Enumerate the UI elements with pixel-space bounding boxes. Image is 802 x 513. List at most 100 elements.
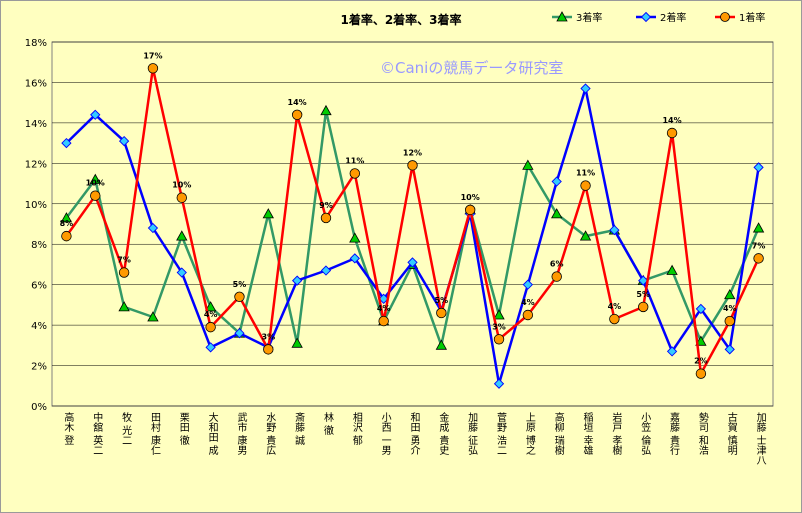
data-label: 3% [492, 322, 506, 331]
data-label: 4% [377, 304, 391, 313]
data-point [61, 137, 72, 149]
data-point [522, 159, 534, 170]
legend-label: 2着率 [660, 11, 686, 24]
data-label: 4% [608, 302, 622, 311]
data-point [349, 168, 361, 179]
legend-item: 3着率 [552, 11, 602, 24]
data-point [522, 309, 534, 321]
data-label: 10% [86, 179, 105, 188]
data-point [493, 309, 505, 320]
y-axis-ticks: 0% 2% 4% 6% 8% 10% 12% 14% 16% 18% [25, 38, 47, 413]
data-label: 8% [60, 219, 74, 228]
data-point [724, 344, 735, 355]
data-label: 4% [521, 298, 535, 307]
data-point [262, 208, 274, 219]
data-point [118, 267, 130, 278]
legend-item: 1着率 [715, 11, 765, 24]
data-point [724, 315, 735, 327]
y-tick-label: 4% [31, 321, 47, 332]
data-point [695, 303, 707, 315]
data-point [176, 267, 187, 278]
x-tick-label: 斎藤 誠 [293, 411, 305, 446]
data-label: 7% [752, 241, 766, 250]
x-tick-label: 小西 一男 [379, 412, 391, 456]
data-point [435, 339, 448, 350]
data-point [638, 275, 649, 286]
watermark: ©Caniの競馬データ研究室 [380, 59, 563, 77]
x-tick-label: 古賀 慎明 [725, 411, 737, 456]
x-tick-label: 稲垣 幸雄 [581, 412, 593, 456]
data-label: 17% [143, 51, 162, 60]
data-point [349, 232, 361, 243]
data-label: 3% [262, 332, 276, 341]
data-point [320, 265, 332, 276]
series-layer [60, 63, 765, 389]
data-point [551, 176, 562, 187]
x-tick-label: 中舘 英二 [91, 411, 103, 455]
x-tick-label: 和田 勇介 [408, 412, 420, 455]
x-axis-categories: 高木 登 中舘 英二 牧 光二 田村 康仁 栗田 徹 大和田 成 武市 康男 水野 貴広 斎藤 … [62, 411, 766, 465]
data-point [551, 271, 562, 282]
data-point [263, 344, 274, 355]
data-label: 5% [435, 296, 449, 305]
x-tick-label: 大和田 成 [206, 411, 218, 456]
x-tick-label: 加藤 征弘 [466, 412, 478, 456]
x-tick-label: 嘉藤 貴行 [668, 411, 680, 456]
data-label: 5% [233, 280, 247, 289]
y-tick-label: 12% [25, 159, 47, 170]
data-point [118, 135, 130, 147]
y-tick-label: 8% [31, 240, 47, 251]
data-point [320, 212, 332, 224]
data-point [60, 212, 73, 223]
legend-marker [556, 11, 568, 22]
data-label: 12% [403, 148, 422, 157]
data-point [89, 173, 101, 184]
data-point [205, 342, 216, 353]
data-label: 10% [172, 181, 191, 190]
data-point [234, 291, 245, 303]
data-point [436, 307, 447, 319]
data-point [493, 334, 505, 345]
data-point [90, 109, 101, 120]
data-point [695, 368, 707, 379]
data-point [291, 337, 303, 348]
data-point [609, 224, 620, 236]
y-tick-label: 16% [25, 78, 47, 89]
data-point [90, 190, 101, 201]
data-point [522, 279, 533, 290]
data-point [176, 192, 187, 203]
data-point [666, 127, 678, 139]
data-point [493, 378, 505, 389]
x-tick-label: 田村 康仁 [148, 412, 160, 455]
data-point [176, 230, 188, 241]
data-point [320, 104, 332, 116]
data-label: 7% [117, 256, 131, 265]
data-point [205, 321, 216, 333]
x-tick-label: 高木 登 [62, 411, 74, 445]
data-label: 2% [694, 357, 708, 366]
data-point [609, 313, 620, 325]
x-tick-label: 加藤 士津八 [754, 412, 766, 465]
legend: 3着率 2着率 1着率 [552, 11, 765, 24]
data-point [61, 230, 72, 242]
legend-marker [720, 12, 730, 22]
data-label: 11% [576, 169, 595, 178]
x-tick-label: 勢司 和浩 [696, 411, 708, 456]
x-tick-label: 相沢 郁 [350, 411, 362, 446]
data-point [147, 63, 159, 74]
legend-label: 1着率 [739, 11, 765, 24]
x-tick-label: 牧 光二 [120, 411, 132, 445]
x-tick-label: 菅野 浩二 [495, 412, 507, 455]
data-label: 5% [636, 290, 650, 299]
x-tick-label: 栗田 徹 [177, 412, 189, 446]
data-point [753, 253, 764, 264]
data-point [753, 162, 764, 173]
data-point [638, 301, 649, 313]
data-point [724, 288, 736, 300]
x-tick-label: 上原 博之 [523, 412, 535, 455]
data-point [204, 301, 217, 312]
data-point [666, 346, 678, 357]
x-tick-label: 金成 貴史 [437, 411, 449, 456]
data-point [234, 328, 245, 339]
